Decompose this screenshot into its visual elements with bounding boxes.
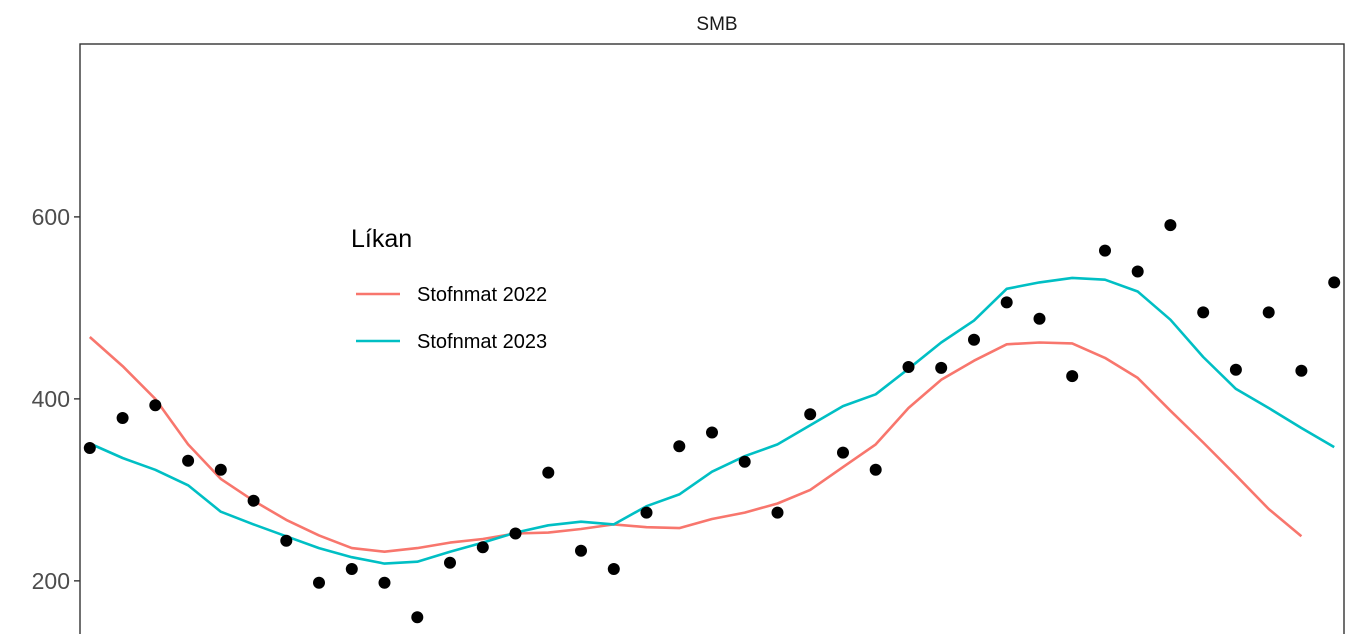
- data-point: [673, 440, 686, 453]
- data-point: [1262, 306, 1275, 319]
- observation-points: [83, 219, 1341, 624]
- data-point: [411, 611, 424, 624]
- data-point: [1131, 265, 1144, 278]
- data-point: [640, 506, 653, 519]
- data-point: [935, 361, 948, 374]
- data-point: [1033, 312, 1046, 325]
- data-point: [1066, 370, 1079, 383]
- data-point: [280, 534, 293, 547]
- legend-title: Líkan: [351, 225, 412, 253]
- y-tick-label-200: 200: [32, 568, 70, 594]
- data-point: [869, 463, 882, 476]
- y-tick-label-600: 600: [32, 204, 70, 230]
- data-point: [83, 442, 96, 454]
- chart-title: SMB: [696, 14, 737, 35]
- data-point: [1000, 296, 1013, 309]
- data-point: [1229, 363, 1242, 376]
- legend-label-stofnmat-2022: Stofnmat 2022: [417, 284, 547, 306]
- series-layer: [88, 276, 1335, 565]
- data-point: [1295, 364, 1308, 377]
- data-point: [738, 455, 751, 468]
- data-point: [1099, 244, 1111, 257]
- data-point: [1328, 276, 1341, 289]
- data-point: [214, 463, 227, 476]
- data-point: [444, 556, 456, 569]
- plot-panel: [79, 43, 1345, 634]
- data-point: [1197, 306, 1210, 319]
- data-point: [378, 576, 391, 589]
- data-point: [542, 466, 555, 479]
- data-point: [804, 408, 817, 421]
- series-line-stofnmat-2023: [89, 276, 1335, 565]
- data-point: [345, 563, 358, 575]
- y-tick-label-400: 400: [32, 386, 70, 412]
- data-point: [476, 541, 489, 554]
- legend-label-stofnmat-2023: Stofnmat 2023: [417, 331, 547, 353]
- data-point: [1164, 219, 1177, 232]
- data-point: [509, 527, 522, 540]
- data-point: [575, 544, 587, 557]
- data-point: [149, 399, 162, 412]
- data-point: [247, 494, 260, 507]
- y-axis: 200 400 600: [32, 204, 80, 594]
- data-point: [607, 563, 620, 575]
- data-point: [837, 446, 849, 459]
- data-point: [968, 333, 980, 346]
- data-point: [771, 506, 784, 519]
- series-line-stofnmat-2022: [88, 336, 1303, 553]
- data-point: [116, 412, 129, 424]
- data-point: [902, 361, 915, 373]
- data-point: [182, 454, 195, 467]
- data-point: [706, 426, 718, 439]
- data-point: [313, 576, 325, 589]
- legend: Líkan Stofnmat 2022 Stofnmat 2023: [351, 225, 547, 353]
